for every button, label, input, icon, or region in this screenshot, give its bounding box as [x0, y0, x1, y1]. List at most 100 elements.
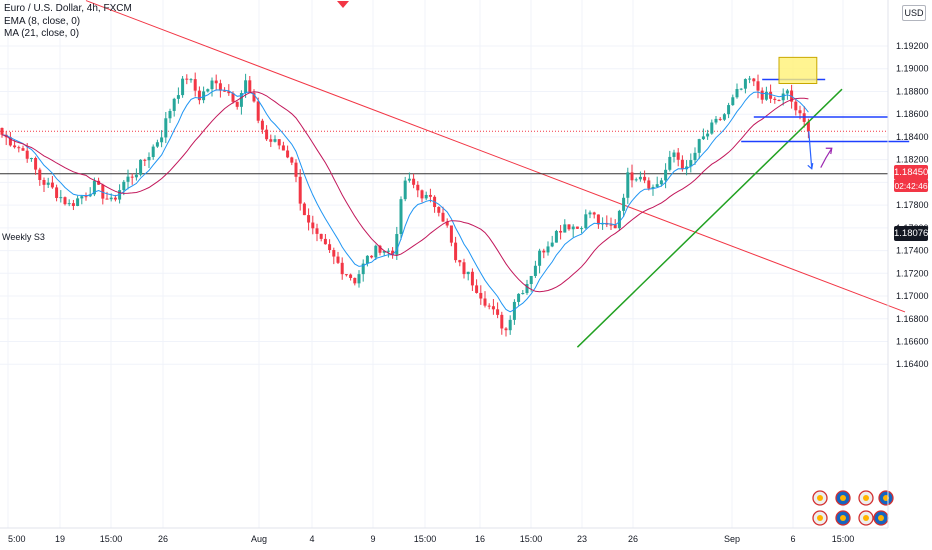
- candle-body: [248, 80, 252, 93]
- x-tick-label: 6: [790, 534, 795, 544]
- candle-body: [273, 139, 277, 142]
- ma-label[interactable]: MA (21, close, 0): [4, 28, 80, 39]
- candle-body: [311, 222, 315, 229]
- currency-button[interactable]: USD: [902, 5, 926, 21]
- candle-body: [634, 179, 638, 181]
- candle-body: [239, 93, 243, 107]
- candle-body: [391, 250, 395, 255]
- candle-body: [17, 147, 21, 149]
- candle-body: [773, 98, 777, 100]
- candle-body: [412, 178, 416, 185]
- candle-body: [760, 90, 764, 100]
- candle-body: [512, 301, 516, 320]
- candle-body: [344, 274, 348, 276]
- candle-body: [84, 196, 88, 198]
- candle-body: [353, 277, 357, 284]
- y-tick-label: 1.18600: [896, 109, 929, 119]
- x-tick-label: Sep: [724, 534, 740, 544]
- ma-line: [1, 91, 809, 293]
- candle-body: [588, 212, 592, 215]
- candle-body: [748, 78, 752, 80]
- candle-body: [781, 93, 785, 101]
- candle-body: [571, 226, 575, 230]
- candle-body: [609, 224, 613, 226]
- candle-body: [155, 142, 159, 147]
- event-flag-center: [817, 515, 823, 521]
- candle-body: [693, 152, 697, 161]
- candle-body: [260, 120, 264, 130]
- candle-body: [197, 90, 201, 101]
- y-tick-label: 1.18800: [896, 86, 929, 96]
- candle-body: [130, 176, 134, 178]
- alert-marker-icon: [337, 1, 349, 8]
- candle-body: [235, 101, 239, 107]
- candle-body: [550, 242, 554, 247]
- candle-body: [416, 184, 420, 191]
- candle-body: [798, 110, 802, 114]
- candle-body: [252, 92, 256, 102]
- candle-body: [563, 224, 567, 233]
- candle-body: [420, 190, 424, 199]
- candle-body: [592, 212, 596, 215]
- ema-label[interactable]: EMA (8, close, 0): [4, 15, 81, 27]
- candle-body: [298, 176, 302, 204]
- candle-body: [42, 179, 46, 185]
- candle-body: [626, 172, 630, 198]
- candle-body: [424, 194, 428, 199]
- candle-body: [508, 319, 512, 331]
- event-flag-center: [863, 515, 869, 521]
- candle-body: [596, 214, 600, 225]
- candle-body: [126, 176, 130, 182]
- candle-body: [139, 159, 143, 175]
- candle-body: [370, 255, 374, 258]
- x-tick-label: 15:00: [414, 534, 437, 544]
- candle-body: [59, 197, 63, 199]
- drawings-behind: [0, 0, 906, 313]
- candle-body: [664, 169, 668, 181]
- candle-body: [302, 203, 306, 216]
- candle-body: [613, 224, 617, 229]
- candle-body: [449, 225, 453, 243]
- candle-body: [256, 101, 260, 121]
- candle-body: [731, 97, 735, 106]
- candle-body: [462, 262, 466, 275]
- candle-body: [651, 186, 655, 189]
- candle-body: [176, 95, 180, 99]
- event-flag-center: [840, 515, 846, 521]
- symbol-label[interactable]: Euro / U.S. Dollar, 4h, FXCM: [4, 3, 132, 14]
- forecast-up-arrowhead: [825, 147, 833, 155]
- candle-body: [580, 228, 584, 230]
- candle-body: [357, 274, 361, 284]
- candle-body: [113, 197, 117, 200]
- drawings-front[interactable]: [337, 1, 910, 526]
- candle-body: [365, 255, 369, 264]
- current-price-badge: 1.18450: [894, 165, 929, 180]
- candle-body: [202, 91, 206, 101]
- candle-body: [46, 182, 50, 185]
- candle-body: [483, 298, 487, 306]
- candle-body: [105, 198, 109, 200]
- candle-body: [496, 309, 500, 315]
- x-tick-label: 23: [577, 534, 587, 544]
- candle-body: [328, 244, 332, 251]
- candle-body: [386, 250, 390, 252]
- candle-body: [575, 226, 579, 229]
- candle-body: [584, 214, 588, 229]
- candle-body: [210, 80, 214, 90]
- candle-body: [638, 176, 642, 180]
- candle-body: [227, 91, 231, 94]
- x-tick-label: 5:00: [8, 534, 26, 544]
- x-tick-label: 15:00: [520, 534, 543, 544]
- y-tick-label: 1.18400: [896, 132, 929, 142]
- candle-body: [340, 262, 344, 275]
- candle-body: [752, 78, 756, 82]
- candle-body: [80, 196, 84, 199]
- candle-body: [533, 265, 537, 276]
- candle-body: [668, 156, 672, 170]
- candle-body: [109, 197, 113, 200]
- forecast-down-arrowhead: [807, 162, 814, 170]
- candle-body: [554, 230, 558, 243]
